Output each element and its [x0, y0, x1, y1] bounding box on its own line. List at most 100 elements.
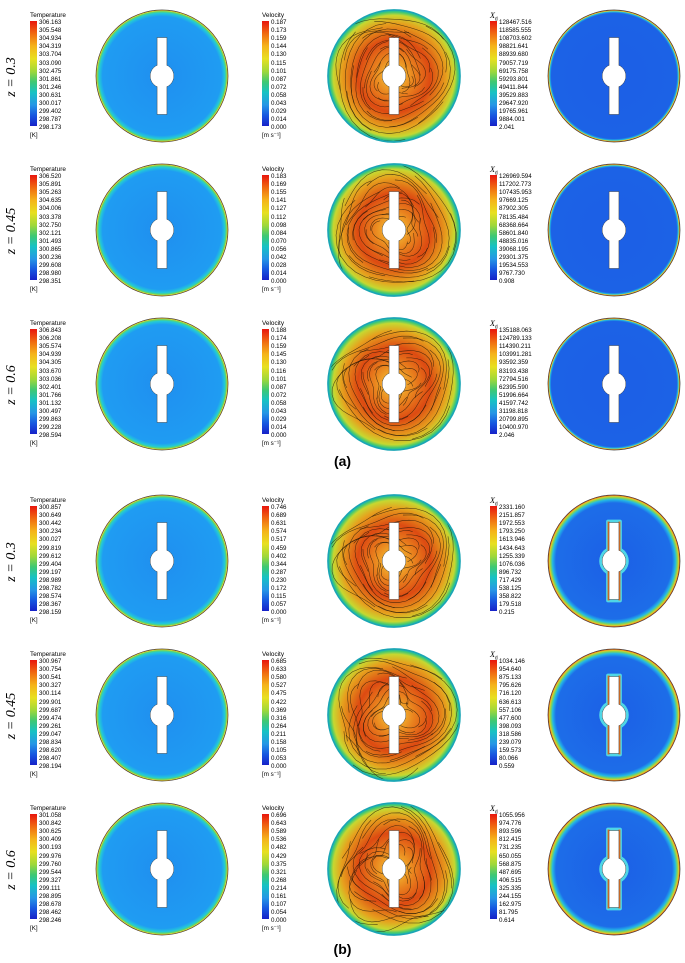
- streamline: [378, 386, 408, 410]
- legend-tick-label: 0.169: [271, 181, 287, 189]
- streamline: [336, 354, 370, 410]
- streamline: [402, 367, 427, 406]
- legend-tick-label: 135188.063: [499, 327, 532, 334]
- streamline: [354, 351, 395, 414]
- legend-tick-label: 0.053: [271, 755, 287, 763]
- temperature-legend-title: Temperature: [30, 12, 66, 19]
- z-level-text: z = 0.45: [4, 692, 19, 739]
- streamline: [344, 23, 387, 131]
- legend-tick-label: 0.689: [271, 512, 287, 520]
- streamline: [412, 506, 454, 617]
- streamline: [343, 348, 392, 388]
- legend-tick-label: 1255.339: [499, 552, 525, 560]
- streamline: [366, 174, 439, 218]
- temperature-legend: Temperature 306.520 305.891 305.263 304.635 3…: [30, 166, 102, 296]
- legend-tick-label: 557.106: [499, 706, 522, 714]
- legend-tick-label: 298.787: [39, 116, 62, 124]
- streamline: [375, 365, 394, 399]
- streamline: [336, 841, 378, 925]
- legend-title-symbol: X: [490, 319, 495, 328]
- legend-tick-label: 487.695: [499, 868, 522, 876]
- velocity-contour-plot: [327, 494, 461, 628]
- temperature-tick-labels: 300.857 300.649 300.442 300.234 300.027 299.8…: [39, 504, 99, 616]
- legend-tick-label: 300.193: [39, 844, 62, 852]
- legend-tick-label: 303.090: [39, 59, 62, 67]
- streamline: [379, 831, 415, 864]
- legend-tick-label: 406.515: [499, 876, 522, 884]
- legend-tick-label: 299.474: [39, 714, 62, 722]
- legend-tick-label: 299.261: [39, 722, 62, 730]
- legend-tick-label: 0.155: [271, 189, 287, 197]
- velocity-contour-disc: [325, 800, 463, 938]
- temperature-legend-title: Temperature: [30, 497, 66, 504]
- legend-tick-label: 51996.664: [499, 391, 529, 399]
- legend-tick-label: 0.173: [271, 27, 287, 35]
- legend-tick-label: 0.188: [271, 327, 287, 334]
- legend-tick-label: 304.319: [39, 43, 62, 51]
- z-level-text: z = 0.3: [4, 56, 19, 97]
- legend-tick-label: 298.895: [39, 893, 62, 900]
- velocity-color-bar: [262, 506, 269, 611]
- velocity-tick-labels: 0.696 0.643 0.589 0.536 0.482 0.429 0.375 0.321…: [271, 812, 331, 924]
- legend-tick-label: 69175.758: [499, 67, 529, 75]
- legend-tick-label: 9884.001: [499, 116, 525, 124]
- xd-tick-labels: 1034.146 954.640 875.133 795.626 716.120 636.…: [499, 658, 559, 770]
- legend-tick-label: 299.863: [39, 416, 62, 424]
- temperature-color-bar: [30, 660, 37, 765]
- streamline: [353, 210, 401, 269]
- velocity-legend-unit: [m s⁻¹]: [262, 617, 281, 624]
- legend-tick-label: 0.144: [271, 43, 287, 51]
- legend-tick-label: 87902.305: [499, 205, 529, 213]
- velocity-color-bar: [262, 660, 269, 765]
- legend-tick-label: 58601.840: [499, 229, 529, 237]
- xd-contour-disc: [545, 7, 683, 145]
- streamline: [364, 803, 452, 889]
- legend-tick-label: 0.746: [271, 504, 287, 511]
- legend-tick-label: 303.704: [39, 51, 62, 59]
- xd-legend-title: Xd: [490, 805, 498, 816]
- streamline: [335, 200, 415, 283]
- streamline: [369, 362, 387, 415]
- legend-tick-label: 299.228: [39, 424, 62, 432]
- legend-title-symbol: X: [490, 496, 495, 505]
- velocity-legend-unit: [m s⁻¹]: [262, 440, 281, 447]
- streamline: [362, 87, 424, 114]
- legend-tick-label: 300.649: [39, 512, 62, 520]
- legend-tick-label: 97669.125: [499, 197, 529, 205]
- streamline: [369, 539, 387, 592]
- legend-tick-label: 306.208: [39, 335, 62, 343]
- legend-tick-label: 302.401: [39, 383, 62, 391]
- legend-tick-label: 0.043: [271, 100, 287, 107]
- legend-tick-label: 0.321: [271, 868, 287, 876]
- figure-row: z = 0.3 Temperature 300.857 300.649 300.442 3…: [0, 489, 685, 634]
- streamline: [338, 389, 451, 441]
- legend-tick-label: 0.696: [271, 812, 287, 819]
- temperature-color-bar: [30, 329, 37, 434]
- legend-tick-label: 0.316: [271, 714, 287, 722]
- streamline: [338, 566, 451, 618]
- streamline: [406, 49, 426, 87]
- legend-tick-label: 298.407: [39, 755, 62, 763]
- legend-tick-label: 299.327: [39, 876, 62, 884]
- legend-tick-label: 974.776: [499, 820, 522, 828]
- legend-tick-label: 78135.484: [499, 213, 529, 221]
- legend-tick-label: 477.600: [499, 714, 522, 722]
- legend-tick-label: 39068.195: [499, 245, 529, 253]
- xd-contour-disc: [545, 315, 683, 453]
- xd-tick-labels: 128467.516 118585.555 108703.602 98821.641 8…: [499, 19, 559, 131]
- legend-tick-label: 79057.719: [499, 59, 529, 67]
- legend-tick-label: 0.230: [271, 576, 287, 584]
- legend-tick-label: 0.402: [271, 552, 287, 560]
- streamline: [408, 526, 441, 600]
- legend-tick-label: 0.422: [271, 698, 287, 706]
- velocity-legend-title: Velocity: [262, 12, 285, 19]
- legend-tick-label: 0.058: [271, 91, 287, 99]
- streamline: [346, 91, 444, 134]
- legend-tick-label: 114390.211: [499, 343, 531, 351]
- temperature-legend: Temperature 300.967 300.754 300.541 300.327 3…: [30, 651, 102, 781]
- xd-legend-title: Xd: [490, 320, 498, 331]
- velocity-tick-labels: 0.685 0.633 0.580 0.527 0.475 0.422 0.369 0.316…: [271, 658, 331, 770]
- streamline: [342, 540, 428, 614]
- temperature-color-bar: [30, 814, 37, 919]
- legend-tick-label: 68368.664: [499, 221, 529, 229]
